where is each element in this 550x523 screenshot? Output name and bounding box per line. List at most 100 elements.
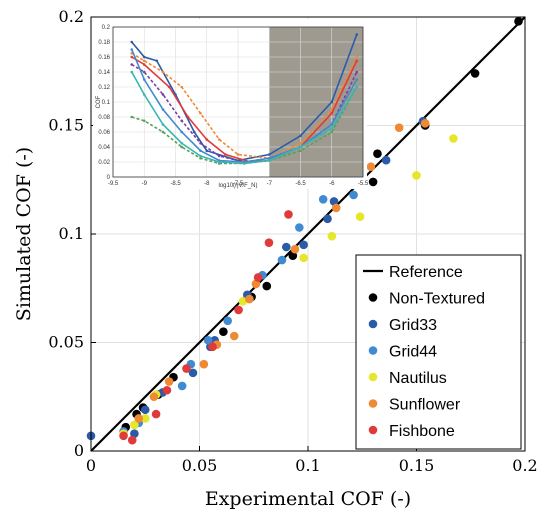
point-sunflower bbox=[420, 119, 430, 128]
inset-point-0 bbox=[267, 153, 271, 156]
point-fishbone bbox=[119, 431, 128, 441]
inset-point-0 bbox=[142, 55, 146, 59]
y-tick-label: 0.2 bbox=[59, 7, 84, 26]
x-tick-label: 0.1 bbox=[295, 456, 320, 475]
inset-point-5 bbox=[142, 119, 146, 123]
point-grid33 bbox=[323, 214, 332, 224]
point-non-textured bbox=[368, 177, 378, 187]
inset-point-6 bbox=[217, 160, 221, 164]
inset-point-5 bbox=[161, 130, 165, 134]
inset-point-3 bbox=[217, 154, 221, 158]
legend-box bbox=[355, 254, 522, 450]
legend-swatch-grid44 bbox=[368, 346, 378, 355]
inset-y-tick-label: 0.16 bbox=[98, 55, 110, 61]
point-sunflower bbox=[229, 331, 239, 341]
legend-label-sunflower: Sunflower bbox=[389, 397, 461, 414]
point-fishbone bbox=[253, 273, 263, 282]
point-grid33 bbox=[188, 368, 198, 378]
inset-point-4 bbox=[267, 156, 271, 160]
inset-point-4 bbox=[330, 123, 334, 126]
inset-y-tick-label: 0.1 bbox=[102, 100, 111, 106]
inset-point-5 bbox=[330, 130, 334, 134]
legend-swatch-sunflower bbox=[368, 399, 378, 408]
inset-plot-frame bbox=[112, 26, 364, 178]
point-fishbone bbox=[127, 435, 137, 445]
y-axis-title: Simulated COF (-) bbox=[13, 147, 35, 321]
inset-point-6 bbox=[242, 162, 246, 165]
inset-y-tick-label: 0 bbox=[107, 175, 111, 181]
point-fishbone bbox=[284, 210, 293, 219]
inset-x-tick-label: -7.5 bbox=[233, 181, 244, 187]
inset-point-3 bbox=[199, 141, 202, 145]
point-non-textured bbox=[470, 69, 480, 78]
point-non-textured bbox=[262, 281, 272, 291]
point-sunflower bbox=[149, 392, 159, 402]
point-grid33 bbox=[130, 429, 139, 438]
inset-point-6 bbox=[161, 123, 165, 126]
legend-label-non-textured: Non-Textured bbox=[389, 291, 485, 308]
x-axis-title: Experimental COF (-) bbox=[205, 488, 411, 510]
inset-point-1 bbox=[142, 59, 146, 63]
legend: Reference Non-Textured Grid33 Grid44 Nautilu… bbox=[355, 254, 522, 450]
inset-point-6 bbox=[330, 126, 334, 130]
inset-point-0 bbox=[192, 130, 196, 134]
point-grid44 bbox=[295, 223, 304, 232]
point-grid44 bbox=[203, 336, 213, 345]
inset-y-tick-label: 0.12 bbox=[98, 85, 110, 91]
inset-point-2 bbox=[142, 63, 146, 66]
point-grid44 bbox=[277, 255, 287, 265]
legend-items: Reference Non-Textured Grid33 Grid44 Nautilu… bbox=[363, 264, 485, 440]
scatter-points bbox=[86, 17, 523, 445]
inset-point-2 bbox=[186, 115, 190, 119]
point-grid33 bbox=[299, 240, 308, 250]
reference-line bbox=[90, 16, 526, 452]
point-fishbone bbox=[162, 385, 172, 395]
inset-point-3 bbox=[355, 70, 359, 74]
inset-point-1 bbox=[236, 153, 240, 156]
point-grid33 bbox=[140, 405, 150, 415]
point-grid44 bbox=[177, 381, 187, 391]
x-tick-label: 0.05 bbox=[182, 456, 218, 475]
inset-point-4 bbox=[199, 149, 202, 153]
inset-point-1 bbox=[199, 111, 202, 115]
point-non-textured bbox=[288, 251, 298, 260]
y-axis-ticks: 0 0.05 0.1 0.15 0.2 bbox=[48, 7, 96, 460]
point-sunflower bbox=[331, 203, 341, 213]
legend-swatch-fishbone bbox=[368, 425, 378, 435]
inset-x-ticks: -9.5 -9 -8.5 -8 -7.5 -7 -6.5 -6 -5.5 bbox=[108, 181, 369, 187]
inset-point-3 bbox=[142, 70, 146, 74]
point-fishbone bbox=[264, 238, 274, 247]
point-nautilus bbox=[355, 212, 365, 221]
point-nautilus bbox=[299, 253, 308, 263]
inset-point-2 bbox=[167, 85, 171, 89]
inset-x-tick-label: -8 bbox=[204, 181, 210, 187]
y-tick-label: 0.15 bbox=[48, 116, 84, 135]
point-nautilus bbox=[238, 296, 248, 306]
point-sunflower bbox=[164, 377, 174, 386]
point-fishbone bbox=[234, 305, 243, 315]
inset-point-4 bbox=[142, 78, 146, 81]
inset-series bbox=[130, 33, 359, 165]
inset-point-2 bbox=[130, 55, 134, 59]
x-tick-label: 0.2 bbox=[512, 456, 537, 475]
point-sunflower bbox=[290, 244, 300, 254]
inset-x-tick-label: -9.5 bbox=[108, 181, 119, 187]
point-grid44 bbox=[318, 194, 328, 204]
legend-swatch-nautilus bbox=[368, 372, 378, 382]
point-sunflower bbox=[251, 279, 261, 289]
legend-swatch-grid33 bbox=[368, 319, 378, 329]
point-sunflower bbox=[366, 162, 376, 172]
y-tick-label: 0.05 bbox=[48, 333, 84, 352]
inset-point-5 bbox=[180, 145, 184, 149]
inset-point-1 bbox=[180, 85, 184, 89]
point-nautilus bbox=[130, 420, 139, 430]
point-grid44 bbox=[223, 316, 233, 326]
point-fishbone bbox=[208, 342, 217, 352]
inset-x-tick-label: -6 bbox=[329, 181, 335, 187]
x-tick-label: 0.15 bbox=[399, 456, 435, 475]
point-sunflower bbox=[199, 359, 209, 369]
inset-x-tick-label: -8.5 bbox=[170, 181, 181, 187]
point-sunflower bbox=[394, 123, 404, 132]
inset-y-ticks: 0 0.02 0.04 0.06 0.08 0.1 0.12 0.14 0.16 0.18 0.2 bbox=[98, 25, 110, 181]
